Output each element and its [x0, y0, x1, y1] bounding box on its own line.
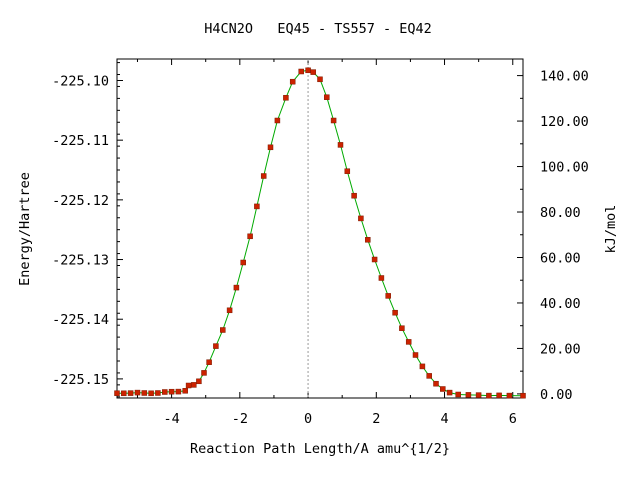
data-point: [267, 144, 274, 151]
x-tick-label: 2: [372, 411, 380, 427]
data-point: [148, 390, 154, 397]
y2-tick-label: 60.00: [540, 250, 581, 266]
data-point: [240, 259, 246, 266]
data-point: [465, 392, 472, 398]
y-axis-label: Energy/Hartree: [17, 172, 33, 286]
x-tick-label: 6: [509, 411, 517, 427]
data-point: [220, 327, 226, 333]
data-point: [419, 363, 426, 370]
data-point: [185, 382, 192, 389]
data-point: [196, 378, 202, 385]
y-tick-label: -225.14: [52, 312, 109, 328]
data-point: [455, 391, 461, 398]
data-point: [392, 309, 398, 316]
data-point: [247, 233, 253, 240]
data-point: [254, 203, 260, 210]
y-tick-label: -225.13: [52, 253, 109, 269]
data-point: [486, 392, 492, 399]
y2-tick-label: 140.00: [540, 69, 589, 85]
data-point: [141, 390, 148, 396]
x-tick-label: 0: [304, 411, 312, 427]
y2-tick-label: 80.00: [540, 205, 581, 221]
data-point: [168, 388, 175, 395]
data-point: [201, 370, 207, 376]
data-point: [330, 117, 337, 124]
data-point: [337, 142, 344, 148]
data-point: [305, 67, 311, 74]
data-point: [358, 215, 364, 222]
data-point: [344, 168, 351, 174]
data-point: [155, 390, 161, 396]
data-point: [371, 256, 378, 263]
y-tick-label: -225.11: [52, 133, 109, 149]
y-tick-label: -225.12: [52, 193, 109, 209]
x-tick-label: -2: [232, 411, 248, 427]
data-point: [426, 373, 432, 379]
x-tick-label: 4: [440, 411, 448, 427]
data-point: [475, 392, 482, 398]
data-point: [298, 68, 304, 75]
data-point: [182, 388, 188, 394]
data-point: [114, 390, 120, 396]
data-point: [365, 237, 371, 243]
y2-tick-label: 120.00: [540, 114, 589, 130]
y2-tick-label: 0.00: [540, 387, 573, 403]
data-point: [446, 389, 453, 396]
data-point: [317, 76, 323, 83]
series-line: [116, 69, 524, 397]
data-point: [260, 173, 267, 179]
data-point: [506, 392, 513, 399]
data-point: [351, 192, 357, 199]
data-point: [289, 78, 296, 85]
data-point: [324, 94, 330, 100]
data-point: [162, 389, 168, 395]
data-point: [520, 392, 526, 399]
data-point: [378, 275, 385, 281]
data-point: [310, 69, 316, 75]
data-point: [385, 293, 391, 299]
y2-tick-label: 40.00: [540, 296, 581, 312]
data-point: [399, 325, 405, 331]
y-tick-label: -225.15: [52, 372, 109, 388]
data-point: [405, 339, 412, 345]
data-point: [121, 390, 127, 397]
data-point: [191, 382, 197, 388]
data-point: [433, 380, 439, 387]
data-point: [213, 343, 219, 349]
data-point: [175, 388, 182, 395]
plot-frame: [116, 58, 524, 399]
data-point: [412, 352, 419, 358]
x-axis-label: Reaction Path Length/A amu^{1/2}: [190, 441, 450, 457]
data-point: [233, 284, 240, 291]
tick-layer: -4 -2 0 2 4 6 -225.10 -225.11 -225.12 -225.13 -225…: [52, 59, 589, 427]
y2-tick-label: 20.00: [540, 341, 581, 357]
y-tick-label: -225.10: [52, 73, 109, 89]
data-point: [134, 389, 141, 396]
chart-title: H4CN2O EQ45 - TS557 - EQ42: [204, 21, 432, 37]
point-layer: [114, 67, 526, 399]
y2-tick-label: 100.00: [540, 160, 589, 176]
data-point: [283, 95, 289, 101]
y2-axis-label: kJ/mol: [603, 205, 619, 254]
data-point: [496, 392, 502, 399]
x-tick-label: -4: [163, 411, 179, 427]
data-point: [127, 390, 134, 396]
data-point: [226, 307, 233, 314]
data-point: [274, 117, 281, 124]
data-point: [206, 359, 212, 365]
data-point: [440, 386, 446, 392]
